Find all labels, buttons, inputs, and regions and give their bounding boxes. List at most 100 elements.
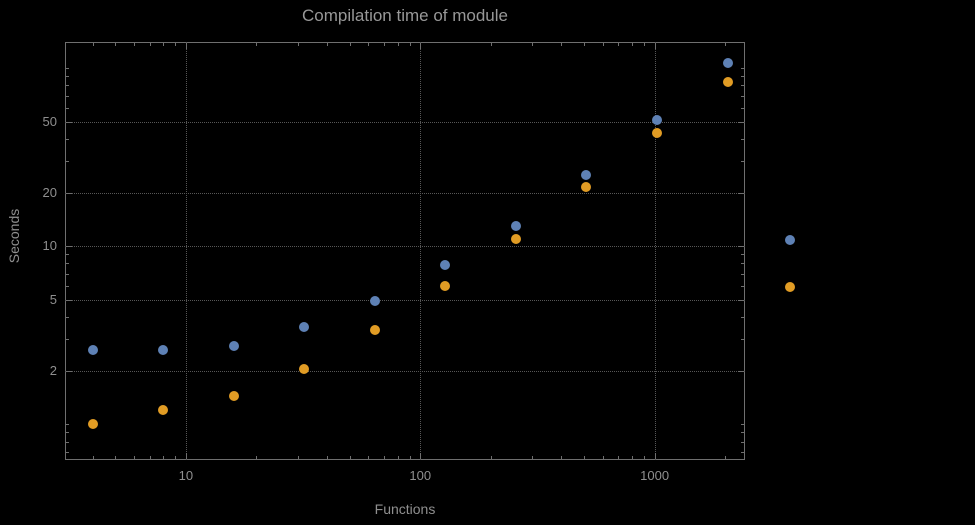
x-minor-tick	[256, 43, 257, 46]
gridline-vertical	[420, 42, 422, 460]
data-point	[510, 233, 521, 244]
y-minor-tick	[66, 452, 69, 453]
y-major-tick	[66, 193, 72, 194]
y-major-tick	[66, 122, 72, 123]
y-major-tick	[66, 246, 72, 247]
gridline-vertical	[654, 42, 656, 460]
data-point	[87, 345, 98, 356]
data-point	[299, 322, 310, 333]
y-minor-tick	[66, 339, 69, 340]
x-major-tick	[655, 43, 656, 49]
y-minor-tick	[741, 161, 744, 162]
y-minor-tick	[741, 442, 744, 443]
x-minor-tick	[115, 456, 116, 459]
y-minor-tick	[741, 452, 744, 453]
x-minor-tick	[93, 456, 94, 459]
y-minor-tick	[66, 286, 69, 287]
y-minor-tick	[741, 96, 744, 97]
x-minor-tick	[584, 456, 585, 459]
y-tick-label: 2	[49, 362, 57, 378]
x-minor-tick	[175, 43, 176, 46]
y-minor-tick	[66, 317, 69, 318]
data-point	[581, 170, 592, 181]
y-minor-tick	[741, 263, 744, 264]
y-minor-tick	[741, 274, 744, 275]
y-major-tick	[738, 122, 744, 123]
gridline-horizontal	[65, 121, 745, 123]
data-point	[652, 128, 663, 139]
x-minor-tick	[410, 456, 411, 459]
legend-marker	[785, 235, 795, 245]
x-tick-label: 1000	[640, 468, 670, 483]
y-minor-tick	[66, 254, 69, 255]
gridline-horizontal	[65, 192, 745, 194]
x-minor-tick	[532, 43, 533, 46]
x-minor-tick	[134, 456, 135, 459]
data-point	[87, 419, 98, 430]
y-minor-tick	[66, 442, 69, 443]
y-major-tick	[738, 371, 744, 372]
x-minor-tick	[398, 43, 399, 46]
x-minor-tick	[561, 43, 562, 46]
data-point	[722, 57, 733, 68]
x-minor-tick	[256, 456, 257, 459]
y-minor-tick	[66, 274, 69, 275]
y-minor-tick	[66, 96, 69, 97]
y-major-tick	[738, 300, 744, 301]
x-minor-tick	[603, 43, 604, 46]
x-minor-tick	[398, 456, 399, 459]
x-minor-tick	[298, 43, 299, 46]
x-axis-label: Functions	[374, 501, 436, 517]
data-point	[299, 363, 310, 374]
y-minor-tick	[66, 68, 69, 69]
legend-marker	[785, 282, 795, 292]
y-minor-tick	[741, 254, 744, 255]
data-point	[158, 405, 169, 416]
gridline-horizontal	[65, 370, 745, 372]
data-point	[440, 260, 451, 271]
x-minor-tick	[150, 43, 151, 46]
data-point	[369, 324, 380, 335]
plot-frame	[65, 42, 745, 460]
y-major-tick	[66, 371, 72, 372]
x-major-tick	[655, 453, 656, 459]
x-tick-label: 100	[409, 468, 432, 483]
y-minor-tick	[741, 76, 744, 77]
x-minor-tick	[350, 456, 351, 459]
x-minor-tick	[384, 456, 385, 459]
y-minor-tick	[741, 68, 744, 69]
y-minor-tick	[741, 85, 744, 86]
x-minor-tick	[603, 456, 604, 459]
chart-title: Compilation time of module	[302, 6, 508, 25]
y-minor-tick	[66, 432, 69, 433]
y-minor-tick	[741, 108, 744, 109]
x-major-tick	[420, 43, 421, 49]
y-minor-tick	[741, 317, 744, 318]
x-minor-tick	[115, 43, 116, 46]
y-minor-tick	[66, 161, 69, 162]
y-tick-label: 20	[42, 184, 57, 200]
x-minor-tick	[368, 456, 369, 459]
x-minor-tick	[644, 456, 645, 459]
x-minor-tick	[134, 43, 135, 46]
x-minor-tick	[725, 456, 726, 459]
x-major-tick	[186, 43, 187, 49]
y-minor-tick	[741, 424, 744, 425]
x-major-tick	[420, 453, 421, 459]
data-point	[510, 220, 521, 231]
y-tick-label: 5	[49, 291, 57, 307]
x-minor-tick	[350, 43, 351, 46]
x-minor-tick	[327, 43, 328, 46]
x-minor-tick	[410, 43, 411, 46]
x-minor-tick	[632, 456, 633, 459]
data-point	[158, 345, 169, 356]
y-minor-tick	[66, 108, 69, 109]
x-major-tick	[186, 453, 187, 459]
x-minor-tick	[384, 43, 385, 46]
x-minor-tick	[163, 43, 164, 46]
y-minor-tick	[741, 339, 744, 340]
x-tick-label: 10	[178, 468, 194, 483]
y-major-tick	[738, 246, 744, 247]
y-minor-tick	[66, 76, 69, 77]
